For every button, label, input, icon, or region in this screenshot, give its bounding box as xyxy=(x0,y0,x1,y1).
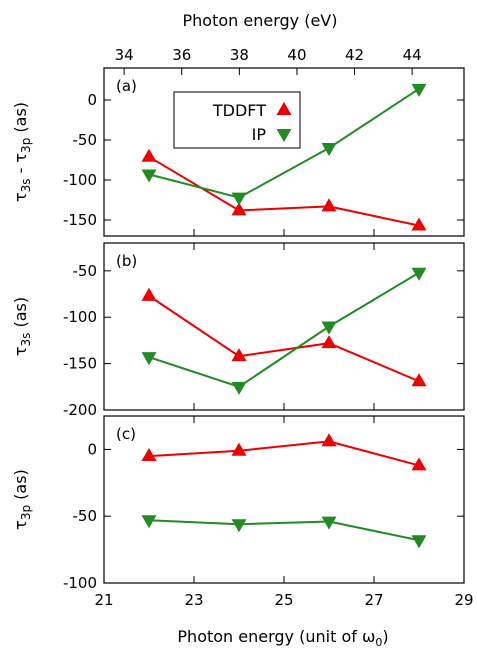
y-tick-label: -150 xyxy=(63,211,97,229)
x-tick-label: 23 xyxy=(184,591,203,609)
bottom-axis: 21 23 25 27 29 xyxy=(94,591,473,609)
series-line-ip xyxy=(148,87,420,199)
x-tick-label: 21 xyxy=(94,591,113,609)
data-point-tddft xyxy=(411,217,427,231)
legend: TDDFT IP xyxy=(173,91,301,149)
data-point-tddft xyxy=(231,442,247,456)
data-point-ip xyxy=(141,515,157,529)
data-point-ip xyxy=(411,267,427,281)
y-tick-label: -50 xyxy=(73,262,98,280)
series-line-tddft xyxy=(148,440,420,467)
top-x-tick-label: 42 xyxy=(345,46,364,64)
y-axis-label: τ3s - τ3p (as) xyxy=(11,102,33,202)
data-point-tddft xyxy=(321,433,337,447)
y-tick-label: -150 xyxy=(63,355,97,373)
top-x-tick-label: 36 xyxy=(172,46,191,64)
data-point-tddft xyxy=(231,348,247,362)
top-x-axis-label: Photon energy (eV) xyxy=(183,11,338,30)
panel-2: -100 -50 0 (c) τ3p (as) xyxy=(11,415,465,592)
y-tick-label: 0 xyxy=(87,440,97,458)
data-point-tddft xyxy=(321,335,337,349)
x-tick-label: 25 xyxy=(274,591,293,609)
y-tick-label: -200 xyxy=(63,401,97,419)
panel-0: -150 -100 -50 0 (a) τ3s - τ3p (as) TDDFT IP xyxy=(11,67,465,237)
y-tick-label: -100 xyxy=(63,308,97,326)
series-line-tddft xyxy=(148,155,420,227)
top-x-tick-label: 38 xyxy=(230,46,249,64)
legend-marker-ip xyxy=(276,129,292,143)
data-point-ip xyxy=(231,381,247,395)
data-point-ip xyxy=(411,83,427,97)
data-point-ip xyxy=(141,352,157,366)
data-point-ip xyxy=(321,143,337,157)
data-point-ip xyxy=(411,535,427,549)
data-point-tddft xyxy=(141,447,157,462)
data-point-ip xyxy=(321,321,337,335)
panel-frame xyxy=(103,242,465,411)
data-point-tddft xyxy=(141,287,157,301)
y-tick-label: -50 xyxy=(73,131,98,149)
data-point-tddft xyxy=(231,202,247,216)
data-point-tddft xyxy=(411,457,427,471)
panel-label: (c) xyxy=(116,425,136,443)
x-tick-label: 29 xyxy=(454,591,473,609)
series-line-ip xyxy=(148,271,420,388)
data-point-tddft xyxy=(411,373,427,387)
legend-box xyxy=(173,91,301,149)
y-axis-label: τ3s (as) xyxy=(11,297,33,356)
legend-label: IP xyxy=(252,125,267,144)
panel-1: -200 -150 -100 -50 (b) τ3s (as) xyxy=(11,242,465,419)
data-point-ip xyxy=(141,169,157,183)
data-point-tddft xyxy=(321,198,337,212)
x-tick-label: 27 xyxy=(364,591,383,609)
data-point-ip xyxy=(231,519,247,533)
top-x-tick-label: 34 xyxy=(115,46,134,64)
series-line-ip xyxy=(148,519,420,542)
data-point-ip xyxy=(321,516,337,530)
panel-label: (a) xyxy=(116,77,137,95)
panels: -150 -100 -50 0 (a) τ3s - τ3p (as) TDDFT IP -200… xyxy=(11,67,465,592)
legend-marker-tddft xyxy=(276,101,292,115)
y-axis-label: τ3p (as) xyxy=(11,469,33,530)
bottom-x-axis-label: Photon energy (unit of ω0) xyxy=(177,627,388,649)
y-tick-label: 0 xyxy=(87,91,97,109)
data-point-ip xyxy=(231,192,247,206)
top-x-tick-label: 44 xyxy=(403,46,422,64)
panel-label: (b) xyxy=(116,252,137,270)
y-tick-label: -100 xyxy=(63,574,97,592)
data-point-tddft xyxy=(141,148,157,162)
top-axis: 34 36 38 40 42 44 xyxy=(115,46,422,75)
legend-label: TDDFT xyxy=(212,101,266,120)
series-line-tddft xyxy=(148,295,420,383)
panel-frame xyxy=(103,415,465,584)
y-tick-label: -100 xyxy=(63,171,97,189)
top-x-tick-label: 40 xyxy=(287,46,306,64)
y-tick-label: -50 xyxy=(73,507,98,525)
